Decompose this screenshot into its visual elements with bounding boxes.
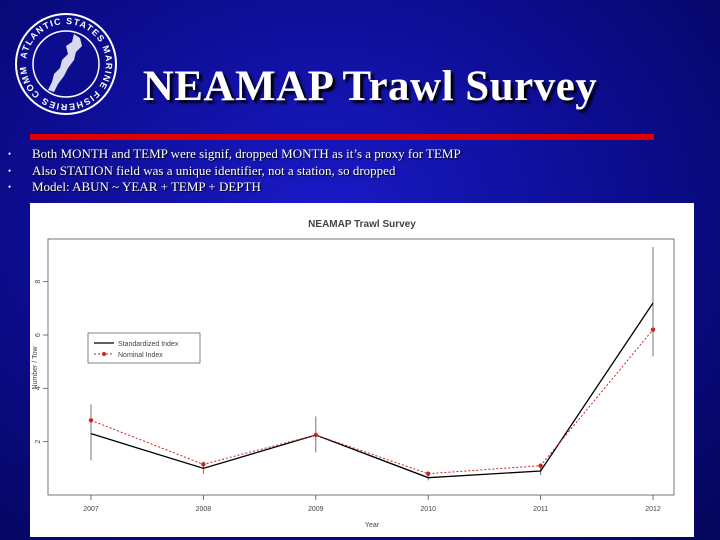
chart-title: NEAMAP Trawl Survey — [308, 219, 416, 230]
nominal-index-point — [88, 418, 94, 423]
x-tick-label: 2011 — [533, 506, 548, 513]
trawl-survey-chart: NEAMAP Trawl Survey 2007 2008 2009 2010 2011 2… — [32, 219, 675, 529]
x-tick-label: 2009 — [308, 506, 324, 513]
bullet-icon: • — [8, 149, 12, 159]
legend-nominal-marker — [102, 352, 106, 356]
x-tick-label: 2012 — [645, 506, 661, 513]
plot-frame — [47, 238, 675, 496]
bullet-item: • Also STATION field was a unique identif… — [8, 162, 396, 178]
legend-box — [87, 332, 201, 364]
nominal-index-line — [90, 329, 654, 475]
x-tick-label: 2010 — [420, 506, 436, 513]
nominal-index-point — [313, 432, 318, 438]
bullet-item: • Model: ABUN ~ YEAR + TEMP + DEPTH — [8, 179, 261, 194]
coastline-icon — [48, 34, 82, 92]
slide-title: NEAMAP Trawl Survey — [142, 63, 598, 110]
y-tick-label: 4 — [35, 386, 42, 390]
y-tick-label: 8 — [35, 280, 42, 284]
bullet-icon: • — [8, 165, 12, 176]
legend-standardized-label: Standardized Index — [118, 341, 179, 348]
nominal-index-point — [650, 327, 656, 332]
nominal-index-point — [538, 463, 543, 468]
x-axis-label: Year — [365, 522, 380, 529]
asmfc-logo: ATLANTIC STATES MARINE FISHERIES COMMISS… — [14, 12, 117, 115]
chart-panel: NEAMAP Trawl Survey 2007 2008 2009 2010 2011 2… — [30, 203, 694, 537]
y-tick-label: 2 — [35, 440, 42, 444]
x-tick-label: 2008 — [196, 506, 212, 513]
x-tick-label: 2007 — [83, 506, 99, 513]
legend-nominal-label: Nominal Index — [118, 352, 163, 359]
bullet-icon: • — [8, 182, 12, 192]
title-divider — [30, 134, 654, 140]
standardized-index-line — [90, 302, 654, 479]
y-tick-label: 6 — [35, 333, 42, 337]
y-axis-label: Number / Tow — [32, 346, 39, 390]
nominal-index-point — [201, 462, 206, 467]
bullet-item: • Both MONTH and TEMP were signif, droppe… — [8, 146, 461, 161]
bullet-list: • Both MONTH and TEMP were signif, droppe… — [8, 146, 461, 196]
nominal-index-point — [426, 471, 431, 476]
